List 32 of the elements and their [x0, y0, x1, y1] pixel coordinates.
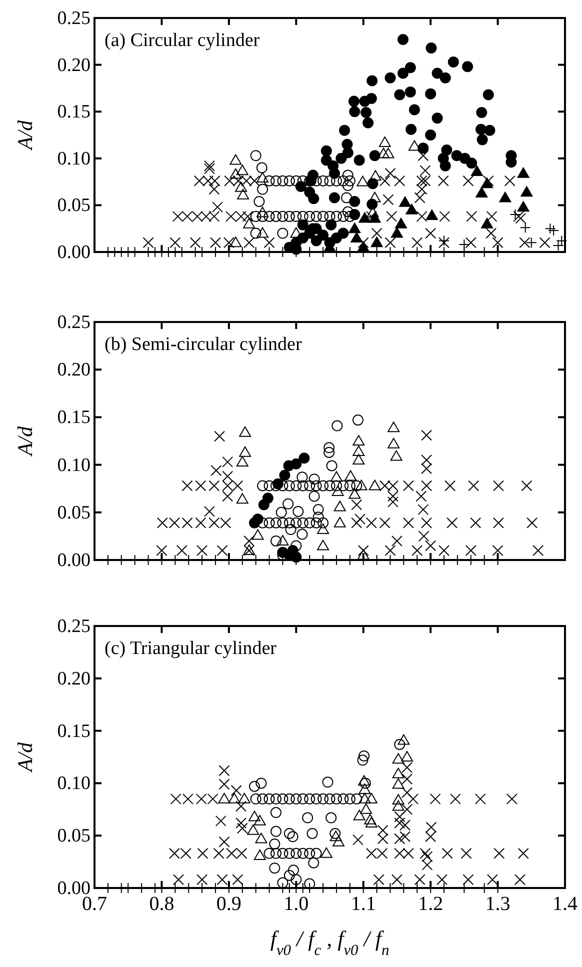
x-tick-label: 1.3: [485, 893, 510, 915]
y-tick-label: 0.20: [57, 360, 90, 381]
y-tick-label: 0.20: [57, 54, 90, 76]
x-axis-title: f$_{v0}$ / f$_{c}$ , f$_{v0}$ / f$_{n}$: [270, 926, 390, 958]
text: (c) Triangular cylinder: [104, 638, 278, 659]
x-tick-label: 1.2: [418, 893, 444, 915]
text: (b) Semi-circular cylinder: [104, 334, 302, 355]
y-tick-label: 0.15: [57, 407, 90, 428]
y-tick-label: 0.15: [57, 720, 90, 742]
y-tick-label: 0.00: [57, 242, 90, 263]
x-tick-label: 0.7: [82, 893, 107, 915]
x-tick-label: 1.0: [284, 893, 309, 915]
x-tick-label: 0.8: [149, 893, 174, 915]
y-tick-label: 0.10: [57, 148, 90, 170]
y-axis-title: A/d: [13, 426, 37, 458]
y-tick-label: 0.10: [57, 773, 90, 794]
x-tick-label: 0.9: [216, 893, 242, 915]
x-tick-label: 1.4: [552, 893, 578, 915]
y-tick-label: 0.15: [57, 102, 90, 123]
y-axis-title: A/d: [13, 120, 37, 152]
y-tick-label: 0.05: [57, 195, 90, 216]
y-tick-label: 0.05: [57, 826, 90, 847]
y-tick-label: 0.05: [57, 502, 90, 524]
y-tick-label: 0.10: [57, 454, 90, 476]
y-tick-label: 0.00: [57, 550, 90, 571]
y-tick-label: 0.25: [57, 8, 90, 29]
text: (a) Circular cylinder: [104, 30, 260, 51]
y-tick-label: 0.25: [57, 312, 90, 333]
x-tick-label: 1.1: [350, 893, 376, 915]
y-tick-label: 0.25: [57, 616, 90, 637]
y-tick-label: 0.20: [57, 668, 90, 690]
y-axis-title: A/d: [13, 742, 37, 774]
